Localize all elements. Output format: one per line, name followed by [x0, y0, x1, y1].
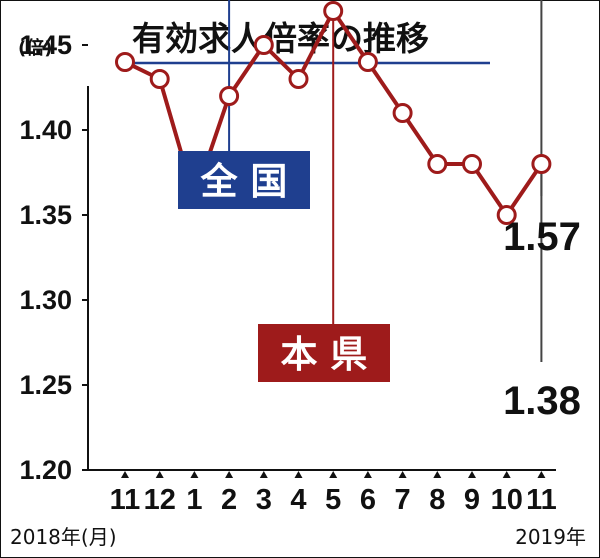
data-point-prefecture	[392, 103, 413, 123]
x-tick-mark	[329, 471, 338, 478]
x-tick-mark	[121, 471, 129, 478]
x-tick-mark	[398, 471, 407, 478]
x-axis-ticks: 11 12 1 2 3 4 5 6 7 8 9 10 11	[110, 471, 557, 516]
end-value-label-prefecture: 1.38	[503, 379, 581, 423]
x-tick-label: 12	[144, 484, 176, 516]
x-tick-label: 5	[325, 484, 341, 516]
end-value-label-national: 1.57	[503, 215, 581, 259]
series-name-box-national	[178, 151, 310, 209]
y-tick-label: 1.25	[19, 370, 72, 400]
x-tick-label: 1	[186, 484, 202, 516]
data-point-prefecture	[253, 35, 274, 55]
x-tick-label: 10	[491, 484, 523, 516]
x-tick-label: 2	[221, 484, 237, 516]
x-tick-mark	[155, 471, 164, 478]
data-point-prefecture	[115, 52, 135, 72]
y-tick-label: 1.30	[19, 285, 72, 315]
data-point-prefecture	[323, 1, 344, 21]
data-point-prefecture	[288, 69, 309, 89]
x-tick-mark	[225, 471, 234, 478]
x-tick-mark	[190, 471, 199, 478]
data-point-prefecture	[149, 69, 170, 89]
data-point-prefecture	[531, 154, 552, 174]
x-tick-mark	[363, 471, 372, 478]
x-tick-label: 4	[290, 484, 306, 516]
data-point-prefecture	[357, 52, 378, 72]
x-tick-mark	[468, 471, 476, 478]
x-tick-label: 11	[110, 484, 141, 516]
series-name-national: 全 国	[200, 160, 288, 203]
series-points	[115, 1, 552, 225]
y-axis-ticks: 1.201.251.301.351.401.451.501.551.601.65	[19, 30, 88, 485]
x-tick-mark	[537, 471, 546, 478]
y-tick-label: 1.20	[19, 455, 72, 485]
label-leader-lines	[228, 0, 543, 362]
chart-title: 有効求人倍率の推移	[132, 19, 429, 58]
y-tick-label: 1.35	[19, 200, 72, 230]
data-point-prefecture	[462, 154, 482, 174]
x-tick-label: 11	[526, 484, 557, 516]
y-tick-label: 1.45	[19, 30, 72, 60]
x-tick-label: 9	[464, 484, 480, 516]
x-tick-label: 3	[256, 484, 272, 516]
y-axis-unit: (倍)	[18, 37, 52, 59]
x-tick-label: 7	[395, 484, 411, 516]
x-tick-mark	[259, 471, 268, 478]
x-tick-label: 8	[429, 484, 445, 516]
data-point-prefecture	[427, 154, 448, 174]
x-tick-mark	[502, 471, 511, 478]
data-point-prefecture	[219, 86, 240, 106]
series-name-prefecture: 本 県	[281, 333, 368, 376]
x-tick-label: 6	[360, 484, 376, 516]
y-tick-label: 1.40	[19, 115, 72, 145]
series-name-box-prefecture	[258, 324, 390, 382]
x-tick-mark	[294, 471, 303, 478]
x-axis-start-label: 2018年(月)	[10, 525, 117, 549]
x-tick-mark	[433, 471, 442, 478]
data-point-prefecture	[496, 205, 517, 225]
x-axis-end-label: 2019年	[515, 525, 586, 549]
